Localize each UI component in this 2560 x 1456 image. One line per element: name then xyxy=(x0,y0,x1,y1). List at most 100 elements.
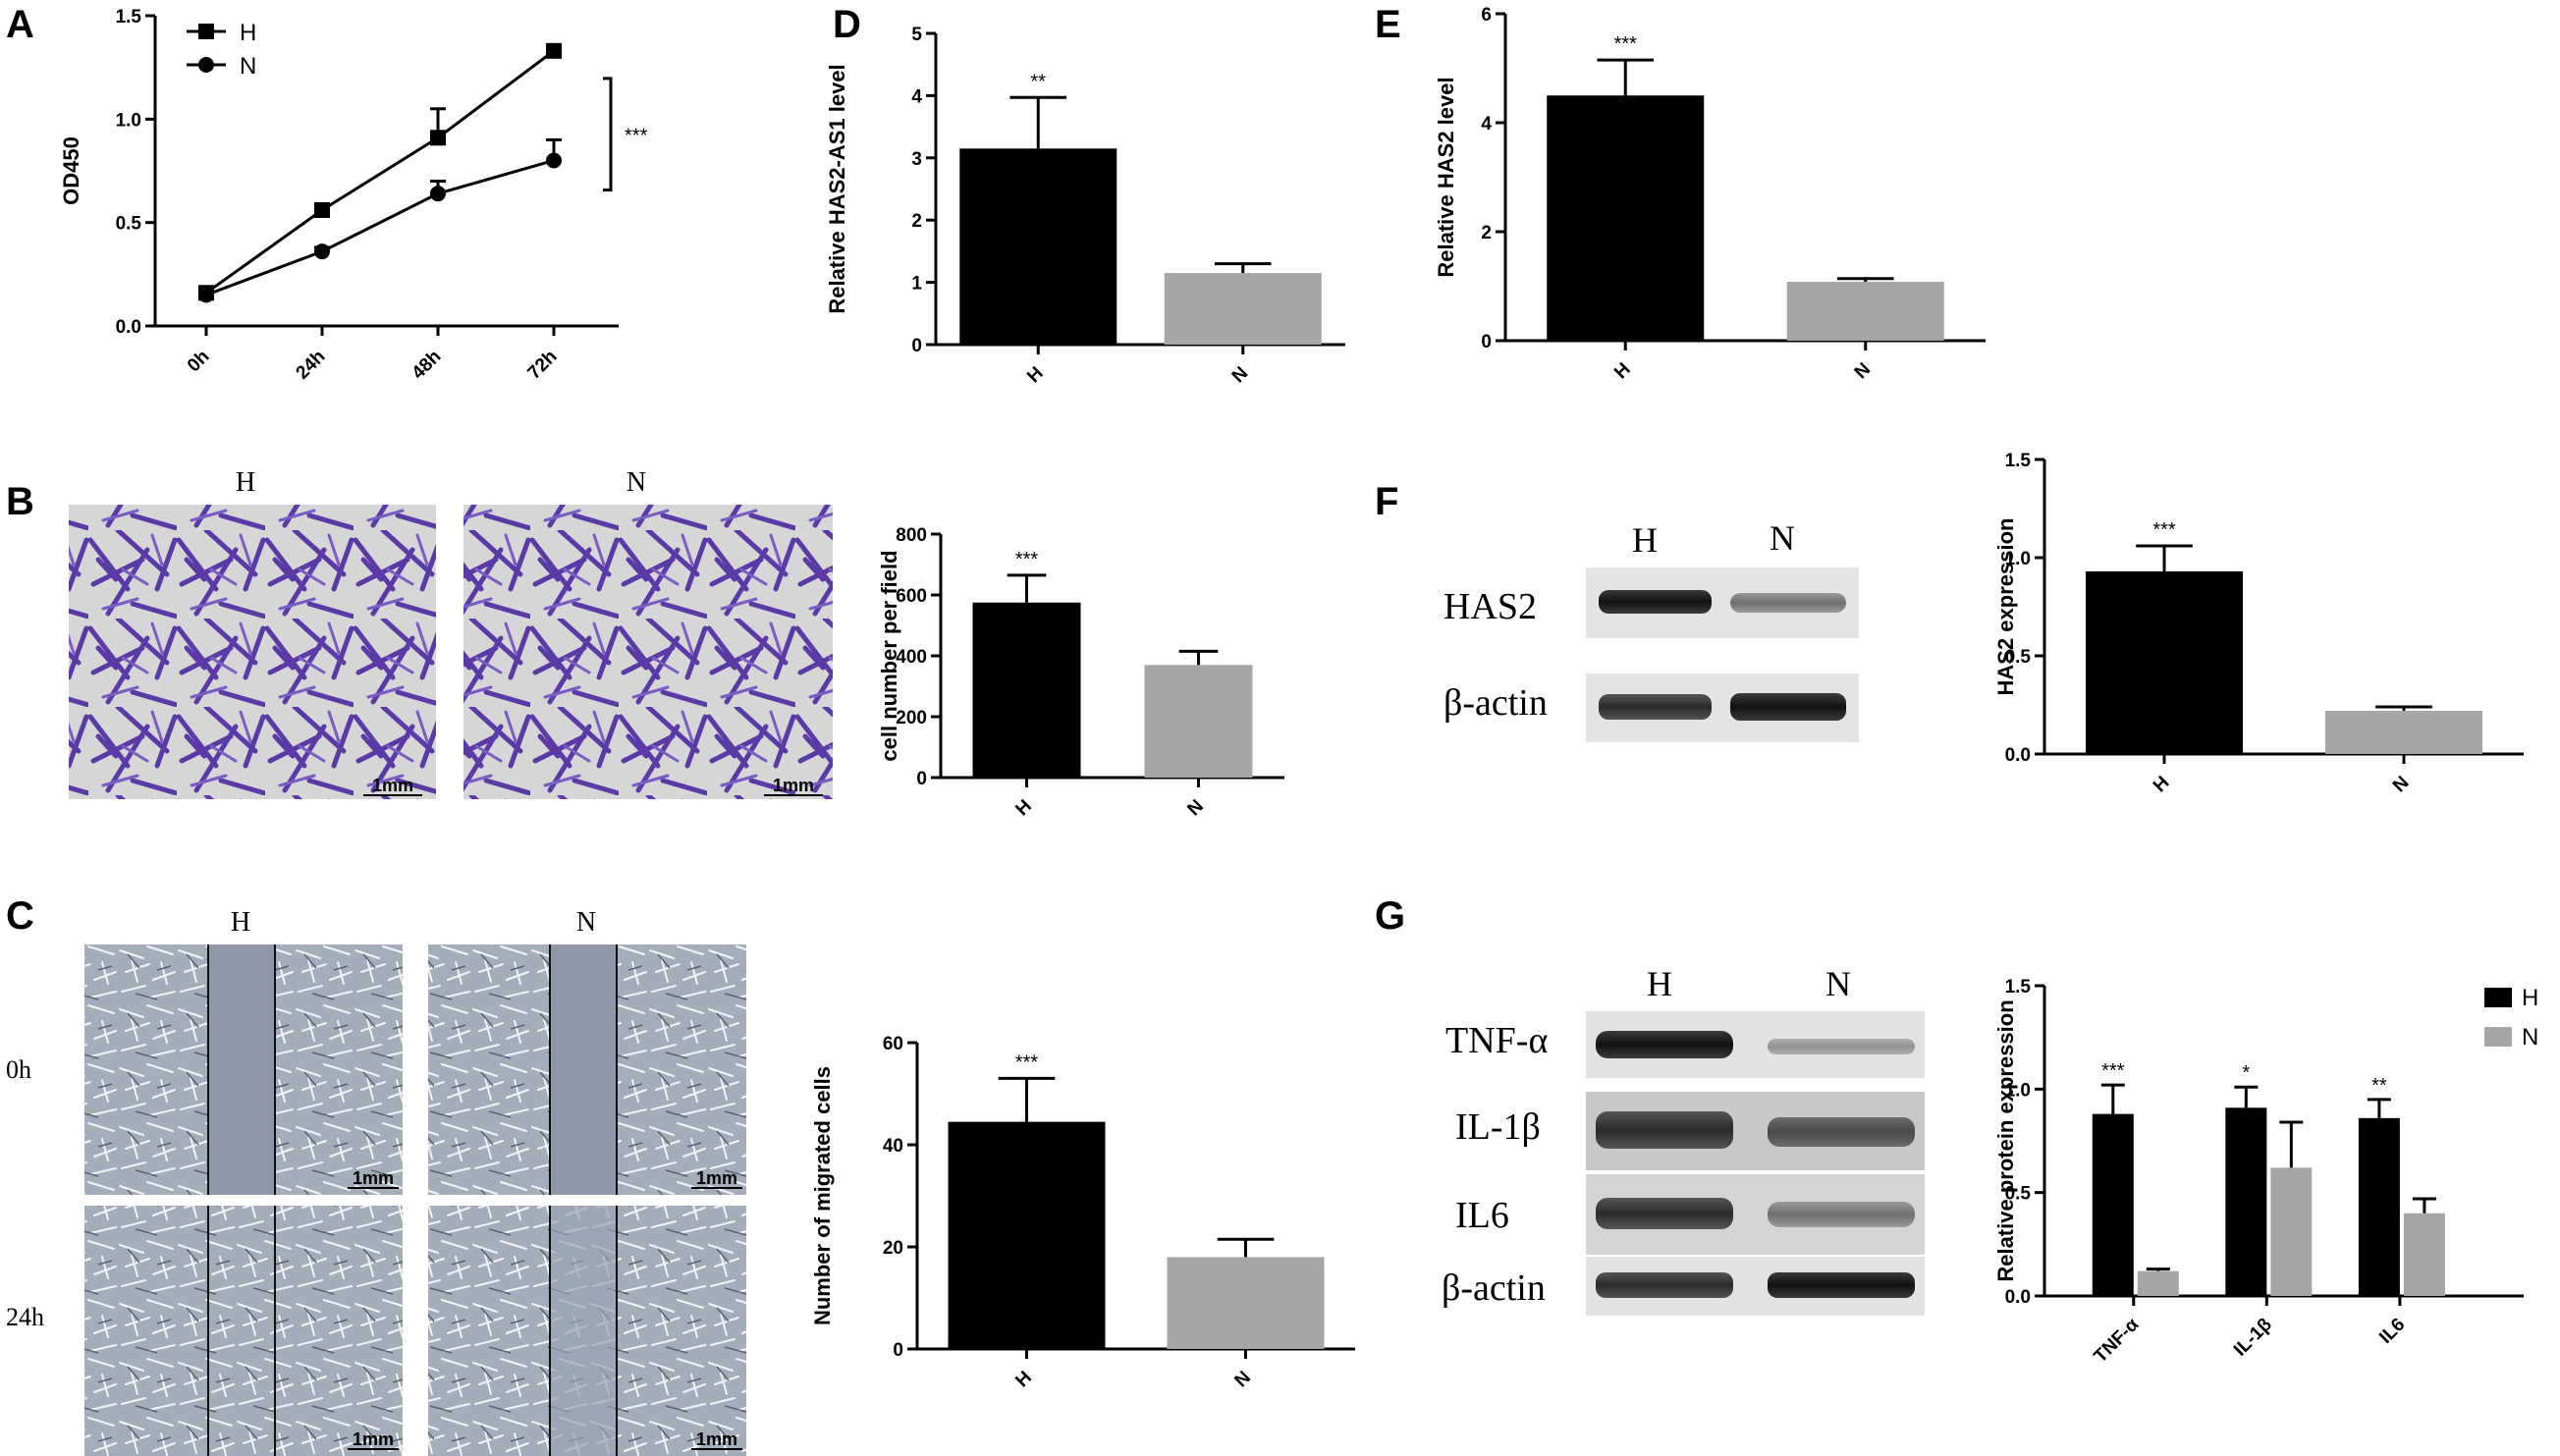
f-header-h: H xyxy=(1632,520,1658,560)
legend-swatch-H xyxy=(2484,988,2512,1007)
bar-F-H xyxy=(2086,571,2243,754)
b-scale-h: 1mm xyxy=(372,776,413,795)
y-tick-label-F: 1.5 xyxy=(2005,451,2032,471)
y-tick-label-G: 0.5 xyxy=(2005,1184,2032,1205)
panel-c-micrographs: H N 0h 24h 1mm 1mm 1mm 1mm xyxy=(6,907,746,1456)
point-N xyxy=(198,287,214,303)
y-tick-label-C: 40 xyxy=(883,1136,903,1157)
c-gap-h-0h xyxy=(208,944,275,1195)
point-N xyxy=(314,243,330,260)
bar-G-H-IL6 xyxy=(2358,1117,2400,1296)
x-tick-label-A: 48h xyxy=(409,347,446,384)
y-axis-title-D: Relative HAS2-AS1 level xyxy=(825,64,849,313)
y-tick-label-A: 1.0 xyxy=(116,110,141,131)
y-tick-label-F: 0.5 xyxy=(2005,647,2032,668)
legend-marker-N xyxy=(198,57,214,73)
y-tick-label-D: 3 xyxy=(911,149,922,170)
panel-label-e: E xyxy=(1375,3,1401,46)
y-tick-label-B: 600 xyxy=(896,586,927,607)
significance-label-F: *** xyxy=(2152,519,2176,541)
y-tick-label-B: 400 xyxy=(896,647,927,668)
b-header-n: N xyxy=(626,467,646,498)
y-tick-label-B: 800 xyxy=(896,525,927,546)
point-N xyxy=(430,186,446,202)
bar-G-N-IL6 xyxy=(2403,1213,2445,1296)
significance-bracket-A xyxy=(603,77,613,191)
x-tick-label-G-IL6: IL6 xyxy=(2375,1315,2409,1348)
x-tick-label-A: 24h xyxy=(293,347,330,384)
panel-g-blot: H N TNF-α IL-1β IL6 β-actin xyxy=(1442,964,1925,1316)
x-tick-label-G-TNF-α: TNF-α xyxy=(2091,1314,2144,1367)
y-tick-label-D: 0 xyxy=(911,336,922,356)
panel-label-c: C xyxy=(6,894,34,938)
y-tick-label-D: 1 xyxy=(911,274,922,295)
f-band-has2-h xyxy=(1599,590,1712,614)
bar-D-N xyxy=(1164,273,1322,345)
significance-label-E: *** xyxy=(1614,33,1638,55)
c-gap-n-24h xyxy=(550,1206,617,1456)
point-N xyxy=(546,152,562,169)
y-tick-label-E: 2 xyxy=(1481,223,1492,243)
legend-label-N: N xyxy=(2522,1024,2538,1051)
y-tick-label-B: 200 xyxy=(896,708,927,728)
bar-C-N xyxy=(1167,1257,1325,1349)
b-header-h: H xyxy=(236,467,255,498)
c-gap-n-0h xyxy=(550,944,617,1195)
f-header-n: N xyxy=(1770,518,1795,558)
y-tick-label-G: 1.5 xyxy=(2005,977,2032,998)
y-axis-title-F: HAS2 expression xyxy=(1993,518,2018,696)
y-tick-label-A: 1.5 xyxy=(116,7,142,27)
panel-b-micrographs: H N 1mm 1mm xyxy=(69,467,833,799)
f-row-has2: HAS2 xyxy=(1443,586,1537,627)
significance-label-G: ** xyxy=(2371,1075,2387,1097)
series-line-N xyxy=(205,159,555,297)
bar-E-N xyxy=(1786,282,1944,341)
x-tick-label-A: 72h xyxy=(524,347,562,384)
x-tick-label-D-H: H xyxy=(1023,363,1048,388)
panel-label-f: F xyxy=(1375,480,1398,523)
bar-F-N xyxy=(2325,711,2482,754)
f-band-has2-n xyxy=(1730,593,1846,613)
x-tick-label-F-H: H xyxy=(2150,773,2174,797)
c-scale-n-0h: 1mm xyxy=(696,1168,737,1188)
panel-label-g: G xyxy=(1375,894,1405,938)
c-image-h-24h xyxy=(84,1206,403,1456)
bar-B-N xyxy=(1144,665,1253,778)
x-tick-label-B-H: H xyxy=(1011,796,1036,821)
x-tick-label-D-N: N xyxy=(1228,363,1253,388)
bar-G-H-TNF-α xyxy=(2092,1113,2134,1296)
y-tick-label-G: 0.0 xyxy=(2005,1287,2031,1308)
y-tick-label-G: 1.0 xyxy=(2005,1080,2031,1101)
f-band-actin-n xyxy=(1730,693,1846,721)
bar-D-H xyxy=(959,148,1117,345)
y-axis-title-B: cell number per field xyxy=(877,550,901,761)
c-scale-n-24h: 1mm xyxy=(696,1429,737,1449)
b-image-h xyxy=(69,505,436,799)
b-image-n xyxy=(463,505,833,799)
c-scale-h-0h: 1mm xyxy=(353,1168,394,1188)
point-H xyxy=(430,130,446,146)
bar-B-H xyxy=(972,602,1081,778)
x-tick-label-E-N: N xyxy=(1851,359,1876,384)
c-scale-h-24h: 1mm xyxy=(353,1429,394,1449)
bar-G-H-IL-1β xyxy=(2225,1107,2267,1296)
g-header-h: H xyxy=(1647,964,1672,1003)
bar-G-N-TNF-α xyxy=(2137,1270,2179,1296)
y-tick-label-C: 20 xyxy=(883,1238,903,1259)
significance-label-C: *** xyxy=(1015,1052,1039,1073)
y-tick-label-A: 0.5 xyxy=(116,214,142,235)
point-H xyxy=(546,42,562,59)
series-line-H xyxy=(205,49,555,295)
y-tick-label-E: 0 xyxy=(1481,332,1492,352)
y-tick-label-A: 0.0 xyxy=(116,317,141,338)
b-scale-n: 1mm xyxy=(773,776,814,795)
bar-E-H xyxy=(1547,95,1705,341)
bar-G-N-IL-1β xyxy=(2270,1167,2313,1296)
x-tick-label-E-H: H xyxy=(1610,359,1635,384)
significance-label-G: *** xyxy=(2101,1060,2125,1082)
c-row-24h: 24h xyxy=(6,1303,44,1331)
c-header-n: N xyxy=(576,907,596,938)
c-header-h: H xyxy=(231,907,250,938)
y-tick-label-C: 0 xyxy=(893,1340,903,1361)
